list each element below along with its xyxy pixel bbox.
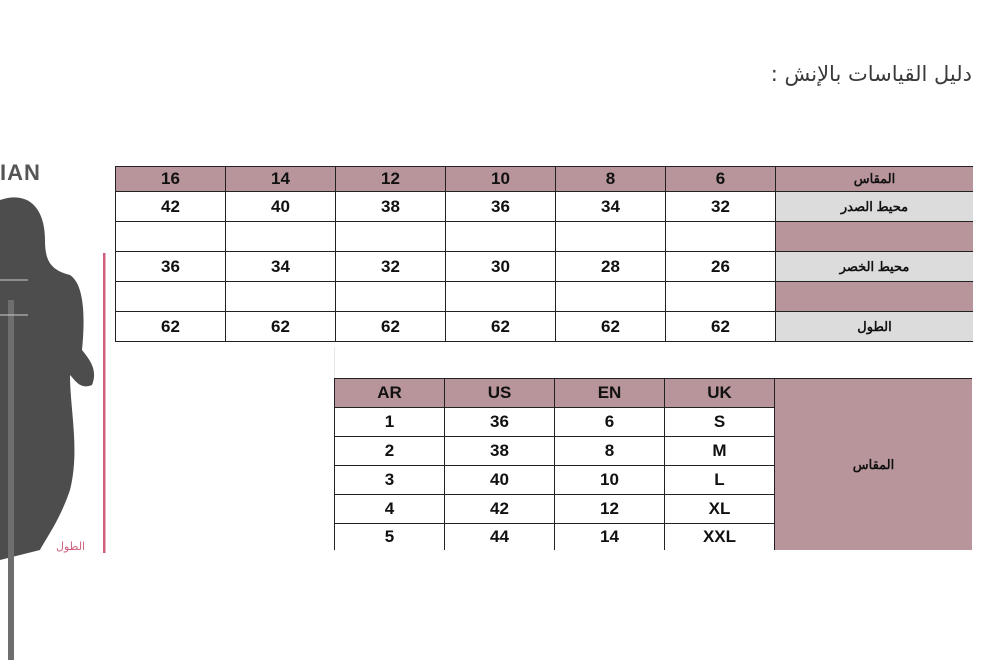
table-cell (665, 281, 776, 312)
table-row (115, 281, 973, 312)
table-cell (335, 221, 446, 252)
table-cell: 2 (334, 436, 445, 466)
length-label: الطول (56, 540, 86, 553)
table-cell: M (664, 436, 775, 466)
row-label (775, 281, 973, 312)
table-row: 3 40 10 L (334, 465, 973, 495)
table-cell: 38 (335, 191, 446, 222)
table-cell: 8 (554, 436, 665, 466)
conversion-table: AR US EN UK المقاس 1 36 6 S 2 38 8 M 3 40 10 L 4 42 12 XL 5 44… (334, 378, 972, 550)
table-cell (445, 221, 556, 252)
table-cell: 32 (335, 251, 446, 282)
table-cell: 44 (444, 523, 555, 550)
header-row: AR US EN UK المقاس (334, 378, 972, 550)
table-row: 36 34 32 30 28 26 محيط الخصر (115, 251, 973, 282)
table-cell: 34 (225, 251, 336, 282)
column-header: AR (334, 378, 445, 408)
table-cell: 40 (225, 191, 336, 222)
table-row: 4 42 12 XL (334, 494, 973, 524)
table-cell (555, 221, 666, 252)
table-cell: 28 (555, 251, 666, 282)
table-cell: 3 (334, 465, 445, 495)
table-cell: S (664, 407, 775, 437)
table-cell: 30 (445, 251, 556, 282)
row-label: محيط الصدر (775, 191, 973, 222)
size-header: 14 (225, 166, 336, 192)
table-cell: 12 (554, 494, 665, 524)
row-label: الطول (775, 311, 973, 342)
row-label (775, 221, 973, 252)
table-cell: 62 (445, 311, 556, 342)
size-header: 8 (555, 166, 666, 192)
table-cell (555, 281, 666, 312)
row-label: محيط الخصر (775, 251, 973, 282)
table-cell (225, 281, 336, 312)
divider (334, 347, 335, 378)
table-cell: 6 (554, 407, 665, 437)
table-cell (665, 221, 776, 252)
size-table: 16 14 12 10 8 6 المقاس 42 40 38 36 34 32 محيط الصدر 36… (115, 166, 973, 342)
page-title: دليل القياسات بالإنش : (770, 62, 972, 86)
table-cell: 62 (555, 311, 666, 342)
table-cell (115, 221, 226, 252)
woman-silhouette-image (0, 197, 106, 660)
table-row: 42 40 38 36 34 32 محيط الصدر (115, 191, 973, 222)
table-cell: 62 (665, 311, 776, 342)
table-cell: 4 (334, 494, 445, 524)
table-cell (445, 281, 556, 312)
table-cell: 36 (445, 191, 556, 222)
table-cell: 42 (115, 191, 226, 222)
table-cell: 1 (334, 407, 445, 437)
table-cell: 40 (444, 465, 555, 495)
size-header: 16 (115, 166, 226, 192)
column-header: US (444, 378, 555, 408)
table-cell: 10 (554, 465, 665, 495)
size-header: 12 (335, 166, 446, 192)
header-label: المقاس (775, 166, 973, 192)
table-cell: 62 (335, 311, 446, 342)
table-cell: 14 (554, 523, 665, 550)
table-cell: 32 (665, 191, 776, 222)
size-header: 6 (665, 166, 776, 192)
table-row: 62 62 62 62 62 62 الطول (115, 311, 973, 342)
header-row: 16 14 12 10 8 6 المقاس (115, 166, 973, 192)
table-cell: 42 (444, 494, 555, 524)
table-cell (335, 281, 446, 312)
size-label: المقاس (774, 378, 972, 550)
table-cell: 38 (444, 436, 555, 466)
table-cell: 5 (334, 523, 445, 550)
table-cell: 36 (115, 251, 226, 282)
size-header: 10 (445, 166, 556, 192)
table-cell: 34 (555, 191, 666, 222)
table-row: 5 44 14 XXL (334, 523, 973, 550)
table-cell: 62 (115, 311, 226, 342)
table-cell: 26 (665, 251, 776, 282)
table-cell: 62 (225, 311, 336, 342)
column-header: EN (554, 378, 665, 408)
table-row (115, 221, 973, 252)
table-cell: XXL (664, 523, 775, 550)
column-header: UK (664, 378, 775, 408)
table-cell: XL (664, 494, 775, 524)
table-cell (225, 221, 336, 252)
table-cell: L (664, 465, 775, 495)
table-cell: 36 (444, 407, 555, 437)
table-cell (115, 281, 226, 312)
brand-text: IAN (0, 160, 41, 185)
